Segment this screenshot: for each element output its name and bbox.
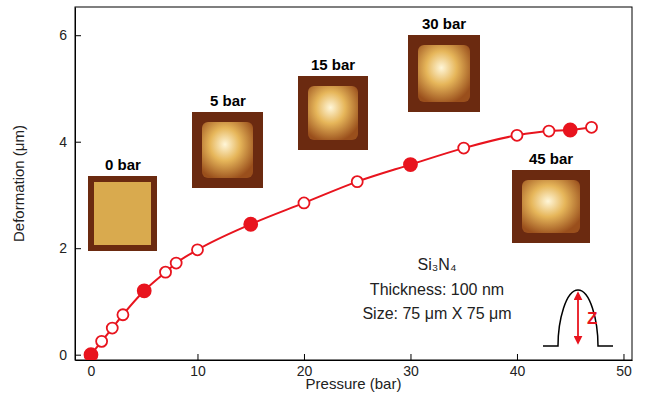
x-tick: 30 [403,354,419,379]
inset-label: 15 bar [311,56,355,73]
filled-point [244,218,257,231]
y-axis-line [75,8,76,361]
data-marks [84,122,597,360]
afm-membrane [522,180,580,233]
x-tick-mark [517,354,518,360]
schematic: Z [543,290,613,346]
y-tick-label: 6 [59,27,67,43]
open-point [458,143,469,154]
y-tick: 6 [59,27,81,43]
x-axis-title: Pressure (bar) [306,375,402,392]
open-point [352,176,363,187]
open-point [96,336,107,347]
y-tick-label: 2 [59,240,67,256]
afm-membrane [308,86,358,140]
y-axis-title: Deformation (μm) [10,125,27,242]
afm-image [298,76,368,150]
x-tick-label: 30 [403,363,419,379]
afm-image [512,170,590,243]
x-tick-label: 10 [190,363,206,379]
afm-membrane [202,122,253,178]
x-tick-mark [623,354,624,360]
x-tick: 50 [616,354,632,379]
y-tick: 4 [59,134,81,150]
plot: 010203040500246 [59,7,632,379]
x-tick-label: 50 [616,363,632,379]
open-point [160,267,171,278]
x-axis-line [76,360,633,361]
x-tick-label: 0 [88,363,96,379]
afm-image [88,176,157,251]
y-tick-mark [75,355,81,356]
filled-point [564,123,577,136]
schematic-label: Z [587,309,597,328]
x-tick-mark [197,354,198,360]
inset-label: 45 bar [529,150,573,167]
height-arrow [577,293,579,343]
plot-frame [75,7,632,360]
x-tick: 40 [510,354,526,379]
inset-label: 30 bar [422,15,466,32]
dome-outline [543,290,613,346]
filled-point [84,348,97,360]
afm-image [192,112,263,188]
filled-point [138,284,151,297]
open-point [298,197,309,208]
afm-membrane [94,182,151,245]
y-tick-label: 4 [59,134,67,150]
sample-text: Size: 75 μm X 75 μm [362,305,511,322]
y-tick-mark [75,35,81,36]
y-axis: 0 2 4 6 [59,8,81,363]
open-point [117,309,128,320]
open-point [192,244,203,255]
y-tick-mark [75,142,81,143]
inset-label: 0 bar [105,156,141,173]
insets: 0 bar 5 bar 15 bar 30 bar 45 bar [88,15,590,251]
y-tick: 2 [59,240,81,256]
x-tick-mark [410,354,411,360]
y-tick-label: 0 [59,347,67,363]
open-point [171,258,182,269]
open-point [543,126,554,137]
sample-text: Si₃N₄ [418,256,457,273]
x-tick: 10 [190,354,206,379]
inset-label: 5 bar [210,92,246,109]
sample-info: Si₃N₄ Thickness: 100 nm Size: 75 μm X 75 μ… [362,256,511,322]
open-point [107,323,118,334]
afm-membrane [418,45,470,102]
x-tick-mark [304,354,305,360]
y-tick: 0 [59,347,81,363]
y-tick-mark [75,248,81,249]
afm-image [408,35,480,112]
filled-point [404,158,417,171]
open-point [586,122,597,133]
x-tick-label: 40 [510,363,526,379]
open-point [511,130,522,141]
sample-text: Thickness: 100 nm [370,281,504,298]
chart: 010203040500246Pressure (bar)Deformation… [0,0,649,393]
fit-line [91,127,592,354]
